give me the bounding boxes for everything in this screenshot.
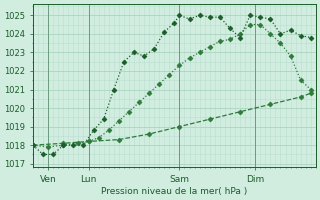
X-axis label: Pression niveau de la mer( hPa ): Pression niveau de la mer( hPa ): [101, 187, 247, 196]
